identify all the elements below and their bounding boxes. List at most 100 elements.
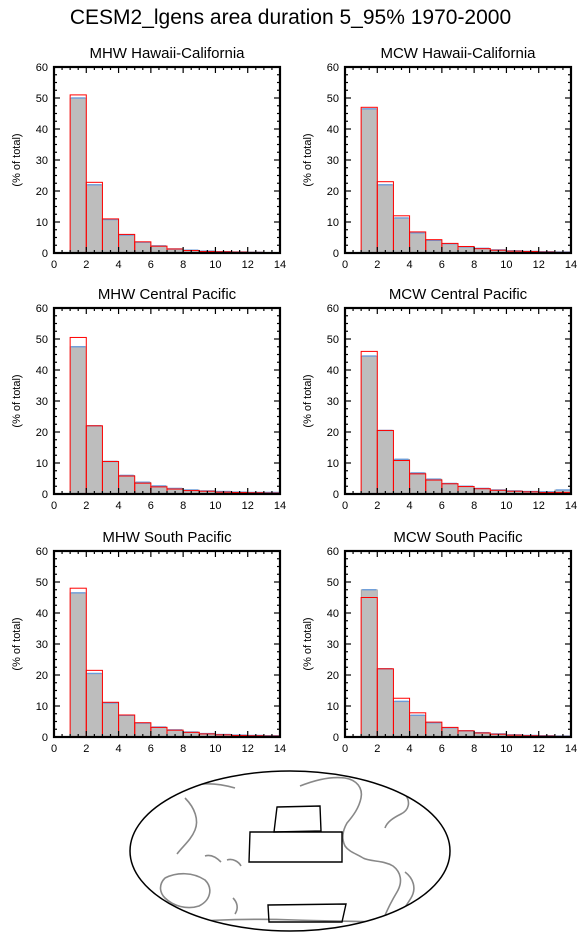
histogram-panel: MHW South Pacific (% of total) 0 2 4 6 8 10 12 14… [11, 529, 286, 755]
x-tick-label: 2 [83, 743, 89, 755]
histogram-panel: MHW Central Pacific (% of total) 0 2 4 6 8 10 12… [11, 286, 286, 512]
y-tick-label: 0 [333, 248, 339, 260]
y-tick-label: 60 [327, 546, 339, 558]
histogram-bar [393, 458, 410, 495]
australia-coast [159, 872, 211, 909]
panel-title: MHW South Pacific [102, 529, 232, 546]
y-tick-label: 40 [36, 608, 48, 620]
x-tick-label: 8 [180, 500, 186, 512]
y-tick-label: 10 [36, 458, 48, 470]
y-tick-label: 10 [327, 701, 339, 713]
y-tick-label: 20 [36, 186, 48, 198]
x-tick-label: 6 [439, 743, 445, 755]
histogram-bar [409, 714, 427, 738]
region-boxes [248, 805, 347, 923]
x-tick-label: 4 [407, 743, 413, 755]
x-tick-label: 8 [471, 259, 477, 271]
x-tick-label: 0 [51, 259, 57, 271]
y-tick-label: 10 [327, 458, 339, 470]
x-tick-label: 14 [274, 743, 286, 755]
x-tick-label: 10 [209, 500, 221, 512]
histogram-bar [376, 430, 394, 495]
y-tick-label: 10 [36, 701, 48, 713]
y-tick-label: 20 [327, 427, 339, 439]
y-tick-label: 0 [42, 248, 48, 260]
y-tick-label: 20 [327, 670, 339, 682]
histogram-bar [102, 702, 119, 738]
histogram-bar [393, 217, 410, 254]
x-tick-label: 12 [533, 500, 545, 512]
y-tick-label: 0 [333, 732, 339, 744]
histogram-bar [69, 346, 87, 495]
x-tick-label: 10 [500, 743, 512, 755]
histogram-bar [69, 592, 87, 738]
panel-title: MHW Hawaii-California [89, 45, 245, 62]
y-tick-label: 50 [327, 93, 339, 105]
x-tick-label: 4 [116, 500, 122, 512]
x-tick-label: 14 [274, 500, 286, 512]
new-zealand [232, 897, 238, 915]
x-tick-label: 14 [565, 259, 577, 271]
map-outline [129, 770, 451, 932]
y-tick-label: 30 [327, 396, 339, 408]
y-tick-label: 30 [36, 639, 48, 651]
x-tick-label: 2 [83, 500, 89, 512]
x-tick-label: 4 [116, 259, 122, 271]
y-tick-label: 0 [42, 489, 48, 501]
y-axis-label: (% of total) [302, 133, 314, 186]
south-pacific-box [267, 903, 347, 923]
x-tick-label: 0 [342, 259, 348, 271]
y-tick-label: 30 [327, 155, 339, 167]
y-tick-label: 40 [327, 365, 339, 377]
y-tick-label: 10 [327, 217, 339, 229]
y-tick-label: 50 [327, 577, 339, 589]
north-america-east [374, 775, 410, 829]
histogram-bar [360, 108, 378, 254]
panel-title: MCW Central Pacific [389, 286, 528, 303]
x-tick-label: 0 [342, 500, 348, 512]
x-tick-label: 10 [209, 743, 221, 755]
x-tick-label: 6 [148, 743, 154, 755]
histogram-bar [102, 461, 119, 495]
y-tick-label: 20 [36, 670, 48, 682]
x-tick-label: 0 [342, 743, 348, 755]
central-pacific-box [248, 831, 343, 863]
y-axis-label: (% of total) [11, 617, 23, 670]
indonesia-islands [204, 854, 242, 867]
x-tick-label: 12 [533, 743, 545, 755]
y-tick-label: 0 [42, 732, 48, 744]
x-tick-label: 0 [51, 743, 57, 755]
histogram-bar [85, 673, 103, 738]
x-tick-label: 4 [407, 259, 413, 271]
x-tick-label: 8 [180, 743, 186, 755]
x-tick-label: 2 [374, 500, 380, 512]
x-tick-label: 8 [471, 500, 477, 512]
histogram-panel: MCW Hawaii-California (% of total) 0 2 4 6 8 10… [302, 45, 577, 271]
panel-title: MCW South Pacific [393, 529, 523, 546]
x-tick-label: 10 [500, 500, 512, 512]
antarctica-coast [134, 918, 446, 929]
histogram-bar [85, 425, 103, 495]
x-tick-label: 2 [374, 743, 380, 755]
y-tick-label: 50 [327, 334, 339, 346]
x-tick-label: 14 [565, 500, 577, 512]
y-tick-label: 60 [36, 303, 48, 315]
x-tick-label: 14 [565, 743, 577, 755]
y-axis-label: (% of total) [302, 617, 314, 670]
y-tick-label: 20 [327, 186, 339, 198]
x-tick-label: 6 [148, 259, 154, 271]
x-tick-label: 6 [439, 259, 445, 271]
x-tick-label: 12 [533, 259, 545, 271]
y-tick-label: 40 [327, 124, 339, 136]
y-tick-label: 60 [36, 62, 48, 74]
histogram-panel: MCW Central Pacific (% of total) 0 2 4 6 8 10 12… [302, 286, 577, 512]
hawaii-california-box [273, 805, 322, 833]
histogram-bar [393, 701, 410, 738]
y-axis-label: (% of total) [11, 374, 23, 427]
south-america-east [390, 871, 415, 929]
y-tick-label: 40 [36, 365, 48, 377]
y-axis-label: (% of total) [302, 374, 314, 427]
x-tick-label: 4 [407, 500, 413, 512]
y-tick-label: 20 [36, 427, 48, 439]
y-tick-label: 30 [36, 396, 48, 408]
